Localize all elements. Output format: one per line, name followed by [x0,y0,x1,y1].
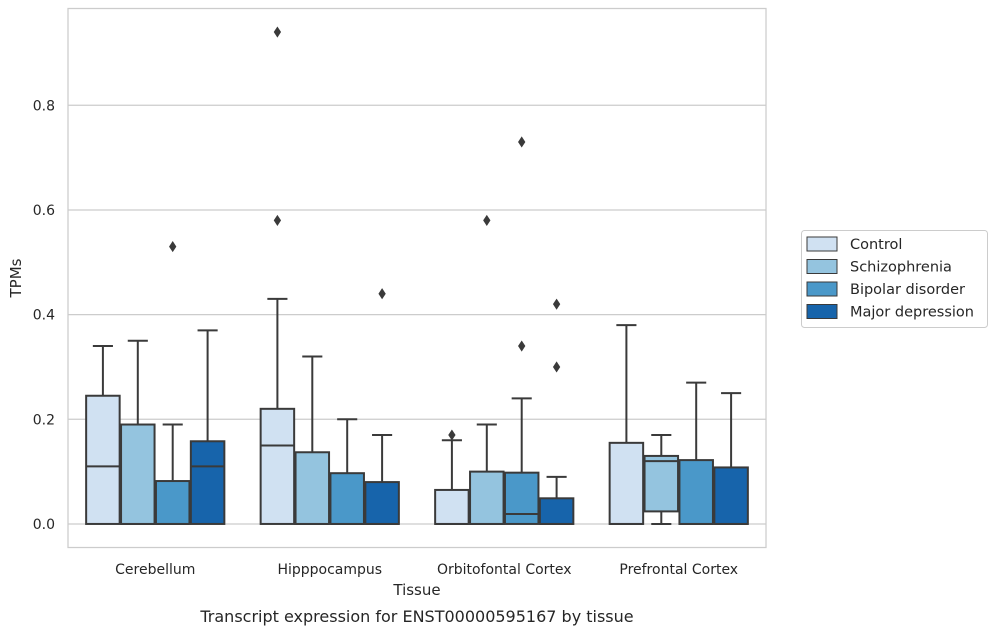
box-0-1 [120,339,156,525]
box-0-3 [189,329,226,525]
x-tick-label: Orbitofontal Cortex [437,562,572,578]
box-2-0 [434,429,470,525]
box-rect [643,454,680,513]
box-3-1 [643,433,680,525]
x-tick-label: Prefrontal Cortex [619,562,738,578]
y-tick-label: 0.2 [33,412,55,428]
y-axis-label: TPMs [7,258,25,298]
y-axis-ticks: 0.0 0.2 0.4 0.6 0.8 [33,98,55,533]
box-0-0 [85,345,121,525]
legend-item: Schizophrenia [806,259,952,276]
box-rect [538,497,575,525]
box-rect [469,470,505,525]
box-1-2 [329,418,365,525]
box-rect [364,481,400,525]
chart-caption: Transcript expression for ENST0000059516… [199,607,633,626]
outlier-point [483,214,491,226]
x-axis-ticks: Cerebellum Hipppocampus Orbitofontal Corte… [115,562,738,578]
legend-swatch [806,259,838,274]
x-tick-label: Cerebellum [115,562,195,578]
box-rect [503,471,540,525]
legend-items: Control Schizophrenia Bipolar disorder Majo… [806,236,974,321]
box-3-0 [608,324,645,525]
box-rect [85,394,121,525]
box-2-1 [469,214,505,525]
box-rect [154,480,191,525]
legend-label: Bipolar disorder [850,282,965,298]
legend: Control Schizophrenia Bipolar disorder Majo… [801,230,988,328]
legend-label: Control [850,237,902,253]
box-rect [120,423,156,525]
box-0-2 [154,241,191,525]
legend-item: Control [806,236,902,253]
x-axis-label: Tissue [392,581,440,599]
legend-frame [801,230,988,328]
legend-label: Schizophrenia [850,260,952,276]
outlier-point [273,214,282,226]
gridlines [68,104,766,525]
box-3-2 [678,381,714,525]
box-rect [189,440,226,525]
legend-swatch [806,281,838,297]
plot-frame [67,7,767,549]
outlier-point [552,298,561,310]
outlier-point [378,288,386,300]
y-tick-label: 0.0 [33,517,55,533]
box-rect [259,407,296,525]
legend-swatch [806,304,838,319]
box-1-3 [364,288,400,525]
box-2-3 [538,298,575,525]
legend-item: Bipolar disorder [806,281,965,298]
outlier-point [518,136,526,148]
box-rect [713,466,749,525]
box-2-2 [503,136,540,525]
box-rect [678,459,714,525]
box-rect [434,488,470,525]
legend-swatch [806,236,838,252]
box-rect [329,472,365,525]
y-tick-label: 0.4 [33,308,55,324]
outlier-point [448,429,456,441]
outlier-point [169,241,177,253]
boxes-layer [85,26,749,525]
box-rect [294,451,331,525]
box-1-1 [294,355,331,525]
outlier-point [552,361,561,373]
y-tick-label: 0.8 [33,98,55,114]
box-3-3 [713,392,749,525]
box-1-0 [259,26,296,525]
y-tick-label: 0.6 [33,203,55,219]
outlier-point [518,340,526,352]
x-tick-label: Hipppocampus [277,562,382,578]
legend-label: Major depression [850,305,974,321]
box-rect [608,441,645,525]
legend-item: Major depression [806,304,974,321]
outlier-point [273,26,282,38]
